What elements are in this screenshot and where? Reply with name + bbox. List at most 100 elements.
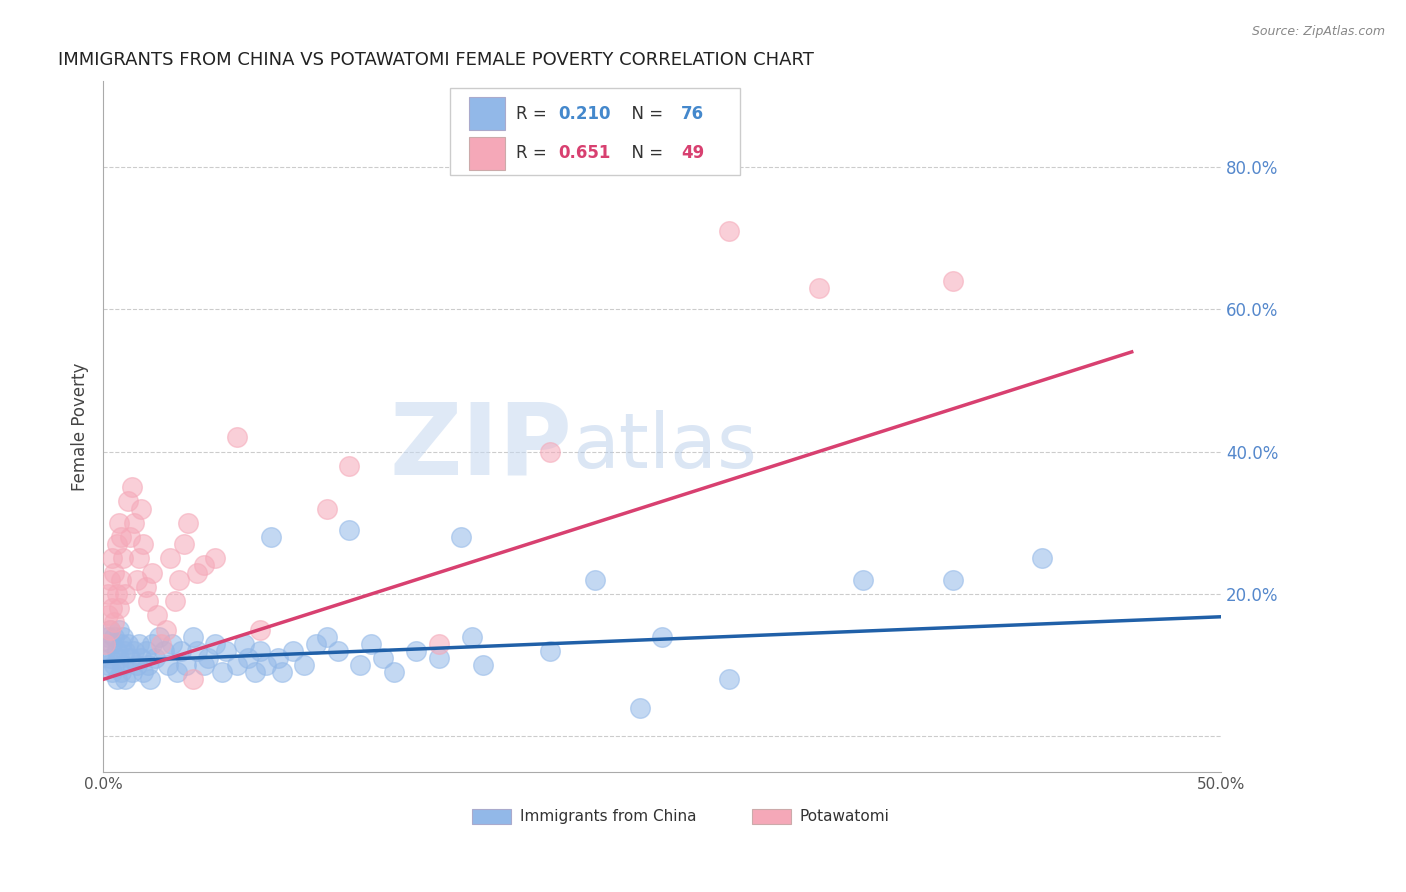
Point (118, 651, 141, 665)
Point (101, 551, 124, 566)
Point (204, 551, 226, 566)
Point (97, 608, 120, 623)
Point (450, 530, 472, 544)
FancyBboxPatch shape (450, 88, 741, 175)
Point (807, 281, 830, 295)
Point (315, 630, 337, 644)
Point (651, 630, 673, 644)
Point (101, 665, 124, 680)
Point (186, 644, 208, 658)
Point (162, 637, 184, 651)
Point (260, 530, 283, 544)
Text: Potawatomi: Potawatomi (800, 809, 890, 823)
Point (136, 658, 159, 673)
Point (942, 274, 965, 288)
Point (337, 523, 360, 537)
Point (315, 501, 337, 516)
Point (186, 566, 208, 580)
Point (155, 623, 177, 637)
Point (97, 658, 120, 673)
Point (174, 658, 197, 673)
Point (238, 651, 260, 665)
Point (1031, 551, 1053, 566)
Point (249, 623, 271, 637)
Point (118, 530, 141, 544)
Bar (472, 808, 512, 824)
Point (204, 637, 226, 651)
Text: R =: R = (516, 145, 551, 162)
Point (173, 537, 195, 551)
Point (538, 644, 561, 658)
Point (112, 658, 135, 673)
Point (132, 665, 155, 680)
Point (461, 630, 484, 644)
Point (405, 644, 427, 658)
Point (193, 658, 215, 673)
Point (472, 658, 495, 673)
Point (163, 594, 186, 608)
Point (112, 630, 135, 644)
Point (249, 644, 271, 658)
Text: IMMIGRANTS FROM CHINA VS POTAWATOMI FEMALE POVERTY CORRELATION CHART: IMMIGRANTS FROM CHINA VS POTAWATOMI FEMA… (59, 51, 814, 69)
Point (226, 658, 249, 673)
Point (105, 537, 128, 551)
Point (128, 637, 150, 651)
Point (243, 665, 266, 680)
Point (215, 644, 238, 658)
Point (132, 537, 155, 551)
Point (427, 651, 450, 665)
Point (718, 673, 741, 687)
Point (583, 573, 606, 587)
Point (139, 673, 162, 687)
Text: Source: ZipAtlas.com: Source: ZipAtlas.com (1251, 25, 1385, 38)
Point (97, 587, 120, 601)
Bar (468, 97, 505, 130)
Point (271, 665, 294, 680)
Text: N =: N = (621, 145, 668, 162)
Point (103, 630, 125, 644)
Point (129, 651, 152, 665)
Point (181, 673, 204, 687)
Point (233, 637, 256, 651)
Point (942, 573, 965, 587)
Point (167, 573, 190, 587)
Point (628, 701, 651, 715)
Point (360, 637, 382, 651)
Point (97, 630, 120, 644)
Point (114, 673, 136, 687)
Point (170, 644, 193, 658)
Point (538, 444, 561, 458)
Point (121, 665, 143, 680)
Point (226, 430, 249, 444)
Point (382, 665, 405, 680)
Y-axis label: Female Poverty: Female Poverty (72, 362, 89, 491)
Point (98, 623, 121, 637)
Point (159, 551, 181, 566)
Point (143, 651, 166, 665)
Point (141, 637, 163, 651)
Point (94, 637, 117, 651)
Text: 0.210: 0.210 (558, 104, 610, 122)
Point (150, 637, 173, 651)
Point (105, 673, 128, 687)
Point (128, 551, 150, 566)
Point (98, 573, 121, 587)
Point (292, 658, 315, 673)
Point (94, 644, 117, 658)
Point (114, 587, 136, 601)
Point (135, 580, 157, 594)
Point (136, 594, 159, 608)
Point (98, 651, 121, 665)
Text: ZIP: ZIP (389, 399, 572, 496)
Point (101, 601, 124, 615)
Text: Immigrants from China: Immigrants from China (520, 809, 696, 823)
Point (114, 644, 136, 658)
Point (124, 644, 146, 658)
Text: atlas: atlas (572, 410, 758, 484)
Point (283, 644, 305, 658)
Point (110, 530, 132, 544)
Point (304, 637, 326, 651)
Point (211, 665, 233, 680)
Bar (752, 808, 790, 824)
Point (177, 516, 200, 530)
